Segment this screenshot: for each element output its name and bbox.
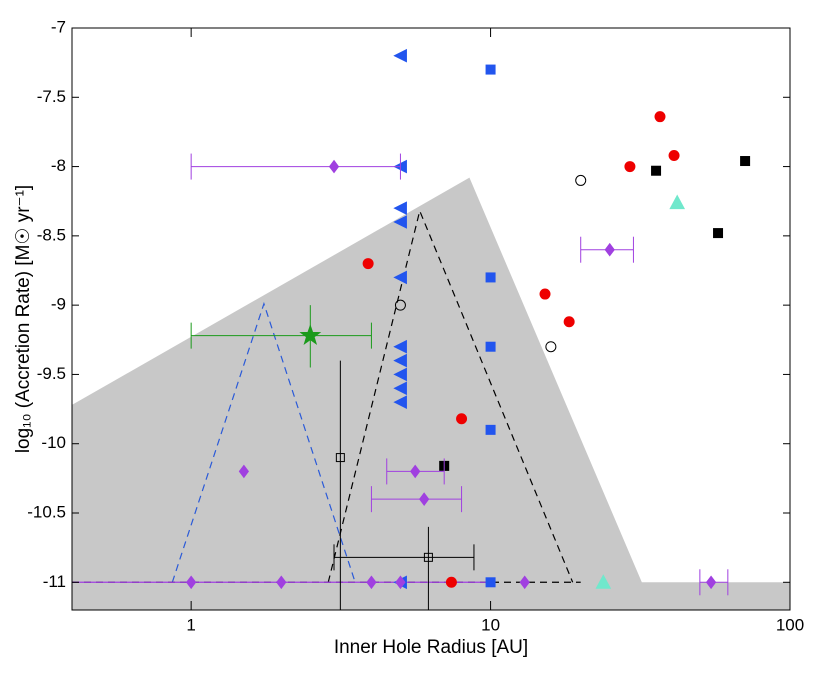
y-tick-label: -8.5 <box>37 225 66 244</box>
circle-marker <box>362 258 374 270</box>
square-marker <box>485 64 496 75</box>
tri-left-marker <box>393 339 407 354</box>
tri-left-marker <box>393 270 407 285</box>
open-circle-marker <box>575 174 587 186</box>
shaded-region <box>72 177 790 610</box>
circle-marker <box>456 413 468 425</box>
y-tick-label: -7.5 <box>37 87 66 106</box>
tri-left-marker <box>393 48 407 63</box>
circle-marker <box>539 288 551 300</box>
tri-up-marker <box>595 574 612 589</box>
dashed-line <box>327 208 574 583</box>
open-circle-marker <box>394 299 406 311</box>
square-marker <box>485 577 496 588</box>
diamond-marker <box>395 575 406 590</box>
circle-marker <box>624 161 636 173</box>
tri-up-marker <box>669 194 686 210</box>
y-tick-label: -7 <box>51 17 66 36</box>
x-axis-label: Inner Hole Radius [AU] <box>334 637 528 658</box>
circle-marker <box>563 316 575 328</box>
plot-area <box>72 48 790 610</box>
dashed-line <box>171 301 356 583</box>
y-tick-label: -11 <box>43 572 66 591</box>
open-square-marker <box>423 552 433 562</box>
open-square-marker <box>335 453 345 463</box>
circle-marker <box>654 111 666 123</box>
diamond-marker <box>410 464 421 479</box>
x-tick-label: 100 <box>776 615 804 634</box>
y-tick-label: -10 <box>41 433 66 452</box>
y-tick-label: -8 <box>51 156 66 175</box>
y-axis-label: log₁₀ (Accretion Rate) [M☉ yr⁻¹] <box>13 185 34 453</box>
open-circle-marker <box>545 341 557 353</box>
diamond-marker <box>604 242 615 257</box>
circle-marker <box>668 149 680 161</box>
diamond-marker <box>276 575 287 590</box>
diamond-marker <box>186 575 197 590</box>
diamond-marker <box>238 464 250 479</box>
axes-frame <box>71 27 791 611</box>
tri-left-marker <box>393 215 407 229</box>
x-tick-label: 10 <box>481 615 500 634</box>
tri-left-marker <box>393 381 407 396</box>
y-tick-label: -10.5 <box>27 502 66 521</box>
star-marker <box>299 324 322 345</box>
tri-left-marker <box>393 395 407 409</box>
diamond-marker <box>519 575 530 590</box>
square-marker <box>485 424 496 435</box>
square-marker <box>485 272 496 283</box>
diamond-marker <box>366 575 377 590</box>
tri-left-marker <box>393 201 407 215</box>
y-tick-label: -9 <box>51 295 66 314</box>
y-tick-label: -9.5 <box>37 364 66 383</box>
square-marker <box>651 165 662 176</box>
tri-left-marker <box>393 353 407 368</box>
square-marker <box>713 228 724 239</box>
diamond-marker <box>328 159 340 174</box>
square-marker <box>740 156 751 167</box>
diamond-marker <box>705 575 717 590</box>
square-marker <box>485 341 496 352</box>
tri-left-marker <box>393 367 407 382</box>
circle-marker <box>445 576 457 588</box>
diamond-marker <box>419 492 430 506</box>
x-tick-label: 1 <box>186 615 195 634</box>
